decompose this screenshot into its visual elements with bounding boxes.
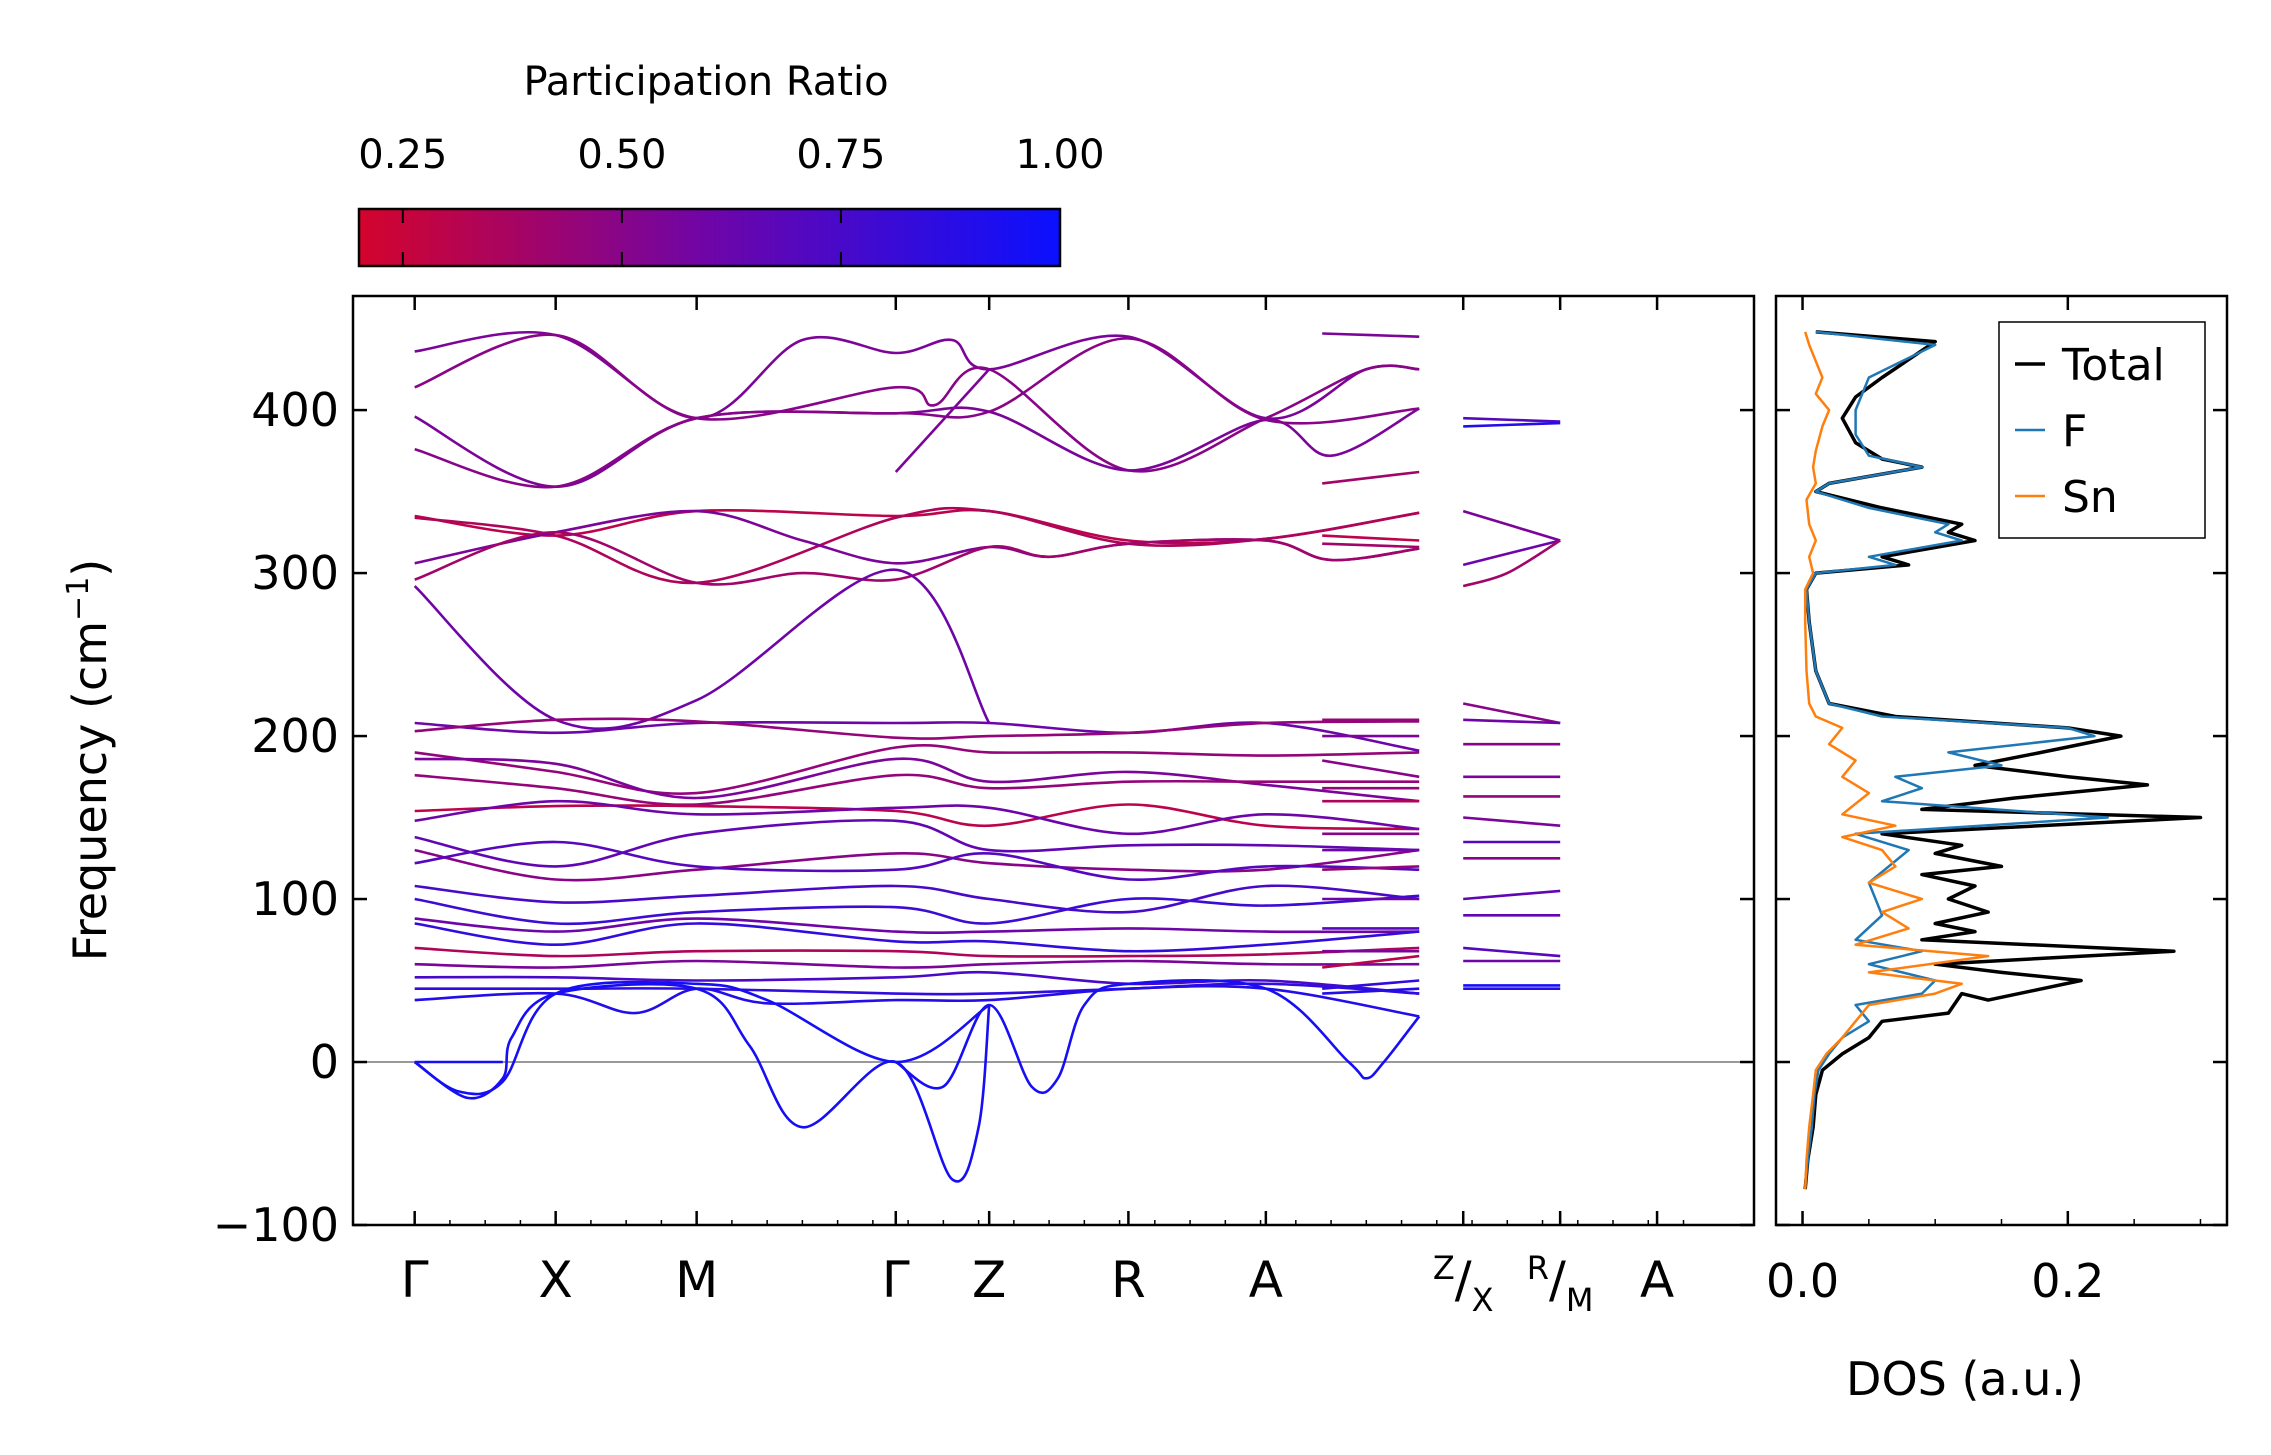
band-y-tick-label: 400 [251,383,339,437]
band-line [1463,946,1561,958]
band-line [1462,539,1561,567]
dos-line-total [1803,330,2203,1190]
k-point-label: M [675,1251,718,1309]
band-line [1322,865,1420,871]
band-k-point-ticks: Γ X M Γ Z R A Z/X R/M A [401,296,1685,1319]
band-line [1322,987,1420,995]
phonon-bands [413,331,1561,1183]
band-line [413,568,991,730]
band-line [414,773,1420,807]
band-line [1463,718,1561,725]
band-y-ticks: −100 0 100 200 300 400 [213,383,1754,1252]
dos-line-f [1803,330,2109,1190]
legend-label: Total [2061,340,2165,391]
legend-label: Sn [2062,472,2118,523]
dos-x-tick-label: 0.0 [1766,1254,1839,1308]
k-point-label: Z/X [1433,1249,1494,1319]
dos-curves [1803,330,2203,1190]
band-line [414,744,1420,795]
band-line [414,984,1420,1018]
band-y-tick-label: 0 [310,1035,339,1089]
colorbar-gradient [357,207,1062,268]
band-line [414,506,1420,585]
colorbar-tick-label: 0.75 [796,132,885,178]
band-line [414,959,1420,969]
k-point-label: A [1640,1251,1674,1309]
band-line [1321,759,1420,779]
colorbar: Participation Ratio 0.25 0.50 0.75 1.00 [357,59,1105,268]
band-line [414,331,1420,420]
band-line [414,530,1420,586]
band-line [1463,816,1561,827]
band-line [414,717,1420,740]
band-line [414,757,1420,803]
colorbar-title: Participation Ratio [523,59,888,105]
band-line [1463,416,1561,423]
dos-x-ticks: 0.0 0.2 [1766,296,2202,1308]
band-line [1462,539,1561,588]
band-line [414,818,1420,868]
band-line [414,946,1420,958]
colorbar-tick-label: 1.00 [1015,132,1104,178]
colorbar-ticks [401,209,1061,266]
band-line [894,368,991,473]
legend-label: F [2062,406,2087,457]
band-line [1463,421,1561,428]
k-point-label: A [1249,1251,1283,1309]
k-point-label: Γ [882,1251,910,1309]
k-point-label: Γ [401,1251,429,1309]
dos-line-sn [1803,331,1990,1190]
dos-x-axis-label: DOS (a.u.) [1846,1352,2084,1406]
band-y-tick-label: 200 [251,709,339,763]
band-line [1322,534,1420,542]
dos-panel: 0.0 0.2 DOS (a.u.) Total F Sn [1766,294,2229,1406]
band-line [414,799,1420,836]
band-y-tick-label: −100 [213,1198,339,1252]
k-point-label: X [539,1251,573,1309]
band-line [414,922,1420,953]
band-line [1322,979,1420,990]
band-line [1322,542,1420,549]
band-line [414,337,1420,489]
band-line [1463,889,1561,901]
band-line [1322,332,1420,338]
dos-legend: Total F Sn [1998,321,2206,539]
band-line [414,884,1420,914]
dos-y-ticks [1776,408,2227,1227]
dos-x-tick-label: 0.2 [2031,1254,2104,1308]
band-line [413,982,991,1183]
band-line [414,917,1420,935]
band-line [1322,954,1420,969]
band-line [414,406,1420,489]
band-y-axis-label: Frequency (cm−1) [61,559,117,962]
band-structure-panel: −100 0 100 200 300 400 Γ X M Γ Z R A Z/X R/M A Frequen… [61,294,1756,1319]
band-line [414,333,1420,473]
band-line [414,840,1420,882]
band-line [1462,509,1561,542]
band-y-tick-label: 100 [251,872,339,926]
band-line [414,803,1420,831]
k-point-label: Z [972,1251,1006,1309]
k-point-label: R [1111,1251,1146,1309]
band-line [1322,470,1420,485]
k-point-label: R/M [1527,1249,1594,1319]
colorbar-tick-label: 0.25 [358,132,447,178]
band-line [414,894,1420,926]
band-line [895,979,1421,1095]
band-axes-frame [351,294,1756,1227]
colorbar-tick-label: 0.50 [577,132,666,178]
band-y-tick-label: 300 [251,546,339,600]
band-line [414,848,1420,882]
colorbar-tick-labels: 0.25 0.50 0.75 1.00 [358,132,1104,178]
band-line [414,970,1420,995]
